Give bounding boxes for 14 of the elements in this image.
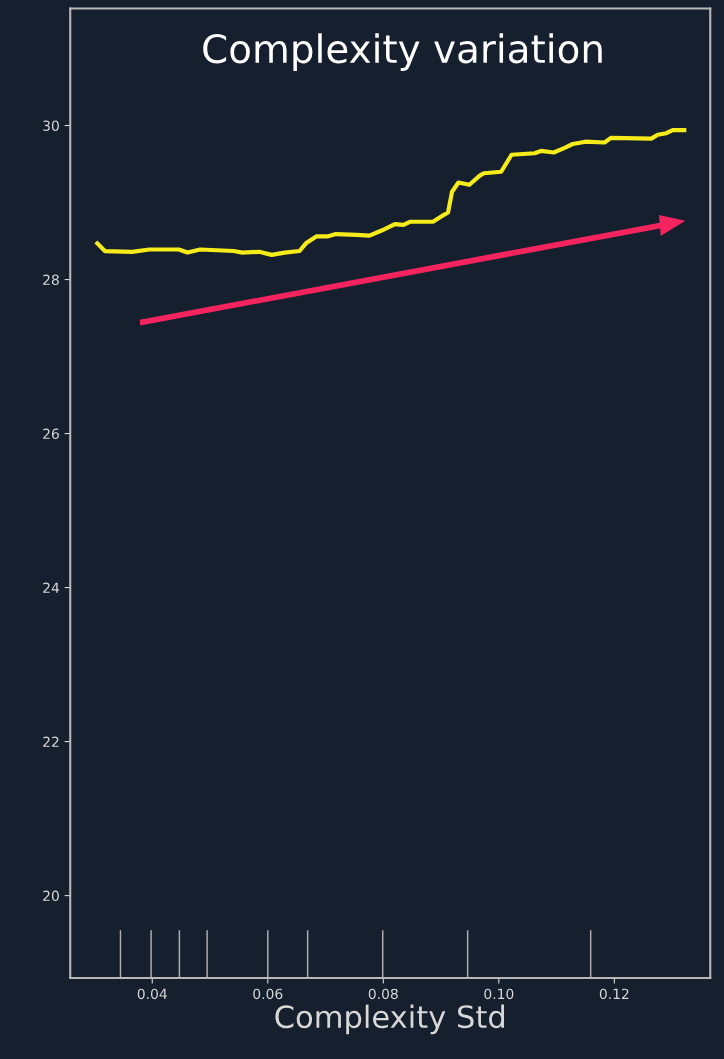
x-tick-label: 0.04 <box>137 988 167 1000</box>
text: Complexity variation <box>203 33 602 71</box>
x-tick-label: 0.06 <box>253 988 283 1000</box>
y-tick-label: 20 <box>43 890 59 902</box>
y-tick-label: 28 <box>43 274 59 286</box>
y-tick-label: 22 <box>43 736 59 747</box>
y-tick-label: 26 <box>43 428 59 440</box>
x-tick-label: 0.10 <box>484 988 514 1000</box>
line-series <box>95 128 687 257</box>
x-axis-title: Complexity Std <box>275 1004 504 1035</box>
y-tick-label: 24 <box>43 582 60 593</box>
x-tick-label: 0.08 <box>368 988 398 1000</box>
y-tick-label: 30 <box>43 120 59 131</box>
x-tick-label: 0.12 <box>599 988 629 1000</box>
